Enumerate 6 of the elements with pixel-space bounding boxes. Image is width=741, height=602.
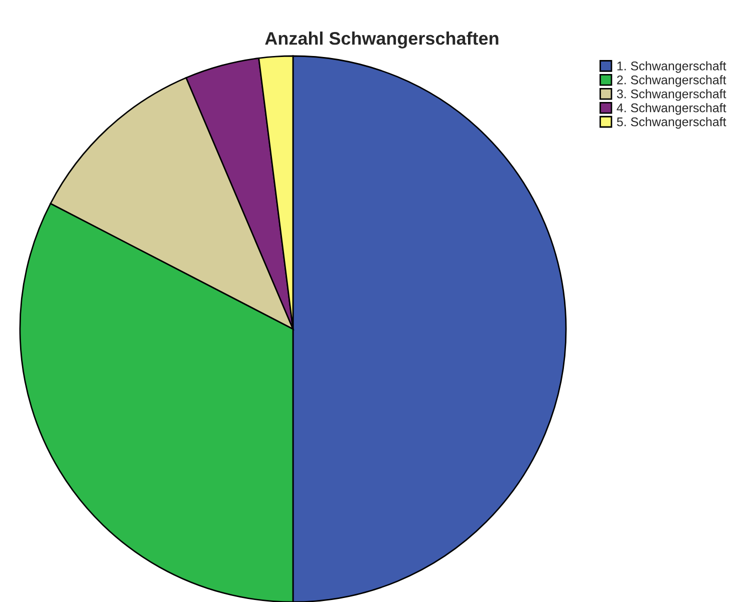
legend-label: 2. Schwangerschaft (617, 75, 726, 87)
legend-label: 3. Schwangerschaft (616, 89, 726, 101)
legend-label: 4. Schwangerschaft (616, 103, 726, 115)
chart-title: Anzahl Schwangerschaften (265, 32, 498, 48)
legend-label: 1. Schwangerschaft (617, 61, 726, 73)
legend-label: 5. Schwangerschaft (616, 117, 726, 129)
